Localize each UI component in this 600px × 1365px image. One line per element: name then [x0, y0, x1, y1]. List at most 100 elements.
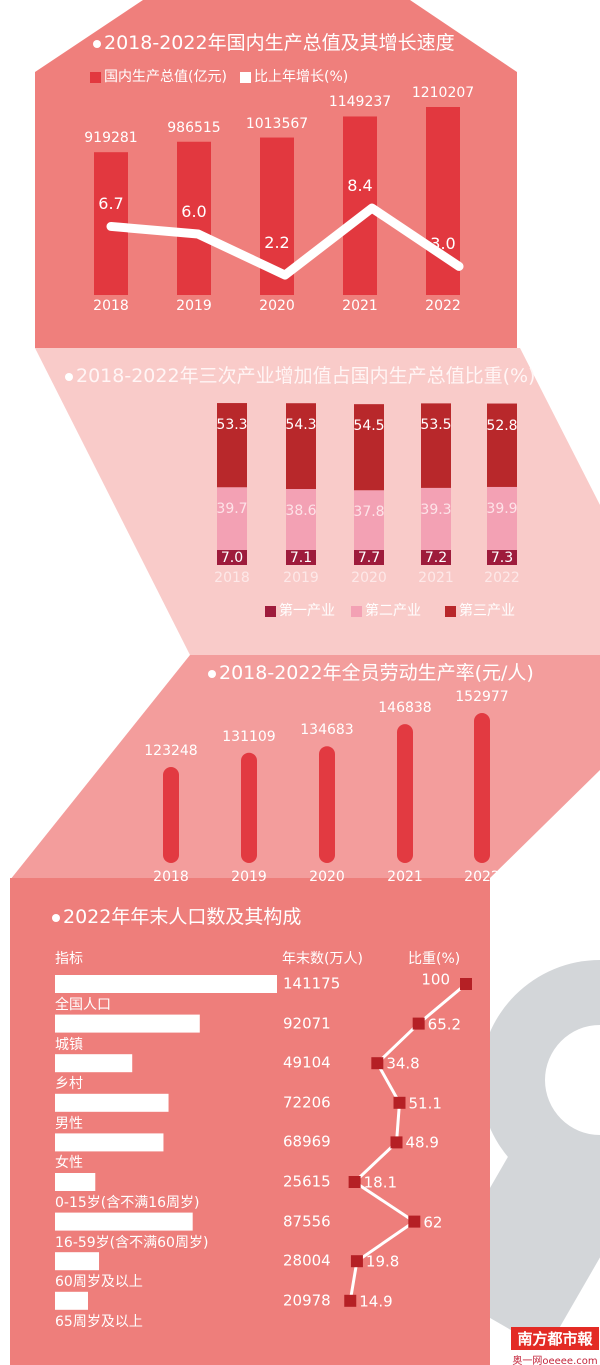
share-marker [344, 1294, 357, 1307]
share-marker [412, 1017, 425, 1030]
share-marker [371, 1057, 384, 1070]
industry-value-label: 39.9 [486, 500, 518, 517]
growth-line [106, 203, 464, 280]
share-marker [348, 1176, 361, 1188]
industry-segment-3 [217, 403, 247, 488]
population-count-label: 25615 [283, 1172, 331, 1191]
population-count-label: 92071 [283, 1014, 331, 1033]
productivity-bar [397, 724, 413, 863]
population-bar [55, 1133, 164, 1152]
industry-legend-3: 第三产业 [445, 604, 515, 618]
year-label: 2020 [259, 298, 295, 314]
industry-legend-2: 第二产业 [351, 604, 421, 618]
population-bar [55, 1291, 88, 1310]
population-count-label: 28004 [283, 1251, 331, 1270]
productivity-bar [163, 766, 179, 863]
population-category-label: 60周岁及以上 [55, 1274, 143, 1291]
header-indicator: 指标 [55, 951, 83, 967]
newspaper-logo: 南方都市報 奥一网oeeee.com [511, 1327, 599, 1365]
legend-label: 第一产业 [279, 603, 335, 619]
industry-segment-2 [286, 489, 316, 550]
industry-value-label: 53.3 [216, 417, 248, 434]
population-category-label: 乡村 [55, 1076, 83, 1093]
gdp-bar [177, 141, 211, 295]
year-label: 2022 [464, 869, 500, 885]
industry-segment-1 [487, 550, 517, 565]
share-marker [350, 1255, 363, 1268]
productivity-value-label: 146838 [378, 700, 432, 717]
population-category-label: 女性 [55, 1155, 83, 1172]
share-value-label: 19.8 [365, 1252, 400, 1271]
gdp-value-label: 1013567 [245, 115, 309, 132]
population-bar [55, 1054, 133, 1073]
population-bar [55, 1252, 100, 1271]
industry-segment-2 [354, 490, 384, 550]
share-value-label: 100 [421, 970, 450, 989]
population-category-label: 男性 [55, 1115, 83, 1132]
year-label: 2020 [351, 570, 387, 586]
industry-segment-2 [217, 487, 247, 550]
gear-hole [545, 1025, 600, 1135]
gdp-chart-title: 2018-2022年国内生产总值及其增长速度 [93, 34, 455, 53]
legend-label: 国内生产总值(亿元) [104, 69, 227, 85]
legend-label: 第二产业 [365, 603, 421, 619]
legend-swatch [240, 71, 251, 83]
share-value-label: 48.9 [405, 1133, 439, 1152]
population-category-label: 全国人口 [55, 997, 111, 1013]
population-category-label: 65周岁及以上 [55, 1313, 143, 1330]
gdp-value-label: 919281 [84, 130, 138, 147]
population-bar [55, 975, 277, 993]
population-chart-title: 2022年年末人口数及其构成 [52, 908, 301, 927]
industry-segment-2 [487, 486, 517, 550]
industry-segment-1 [217, 550, 247, 565]
productivity-value-label: 131109 [222, 728, 276, 745]
growth-value-label: 6.7 [98, 194, 124, 214]
productivity-bar [319, 746, 335, 863]
share-marker [393, 1096, 406, 1109]
industry-segment-1 [286, 550, 316, 565]
share-marker [390, 1136, 403, 1149]
population-count-label: 49104 [283, 1053, 331, 1072]
productivity-bar [241, 752, 257, 863]
growth-value-label: 2.2 [264, 233, 290, 253]
year-label: 2018 [153, 869, 189, 885]
industry-value-label: 37.8 [353, 504, 385, 521]
industry-value-label: 7.0 [220, 549, 244, 566]
gdp-value-label: 986515 [167, 119, 221, 136]
section4-panel [10, 878, 490, 1365]
industry-value-label: 54.3 [285, 417, 317, 434]
legend-swatch [445, 605, 456, 617]
population-category-label: 0-15岁(含不满16周岁) [55, 1195, 200, 1211]
legend-swatch [90, 71, 101, 83]
industry-value-label: 7.7 [357, 549, 381, 566]
year-label: 2022 [425, 298, 461, 314]
industry-segment-1 [354, 550, 384, 565]
population-count-label: 72206 [283, 1093, 331, 1112]
industry-segment-3 [487, 403, 517, 487]
year-label: 2021 [418, 570, 454, 586]
growth-value-label: 6.0 [181, 202, 207, 221]
industry-segment-1 [421, 550, 451, 565]
population-count-label: 87556 [283, 1212, 331, 1231]
population-category-label: 城镇 [55, 1036, 83, 1053]
gdp-value-label: 1149237 [328, 94, 392, 111]
industry-value-label: 53.5 [420, 417, 452, 434]
year-label: 2019 [176, 298, 212, 314]
productivity-value-label: 152977 [455, 688, 509, 705]
year-label: 2019 [231, 869, 267, 885]
year-label: 2022 [484, 570, 520, 586]
logo-site: 奥一网oeeee.com [511, 1352, 599, 1365]
productivity-bar [474, 712, 490, 863]
industry-value-label: 39.3 [420, 501, 452, 518]
share-value-label: 62 [423, 1213, 443, 1232]
growth-value-label: 3.0 [430, 234, 456, 254]
industry-segment-3 [286, 403, 316, 490]
productivity-value-label: 134683 [300, 722, 354, 739]
header-count: 年末数(万人) [282, 951, 363, 967]
share-marker [460, 978, 472, 990]
legend-swatch [265, 605, 276, 617]
header-share: 比重(%) [408, 951, 461, 967]
year-label: 2018 [214, 570, 250, 586]
